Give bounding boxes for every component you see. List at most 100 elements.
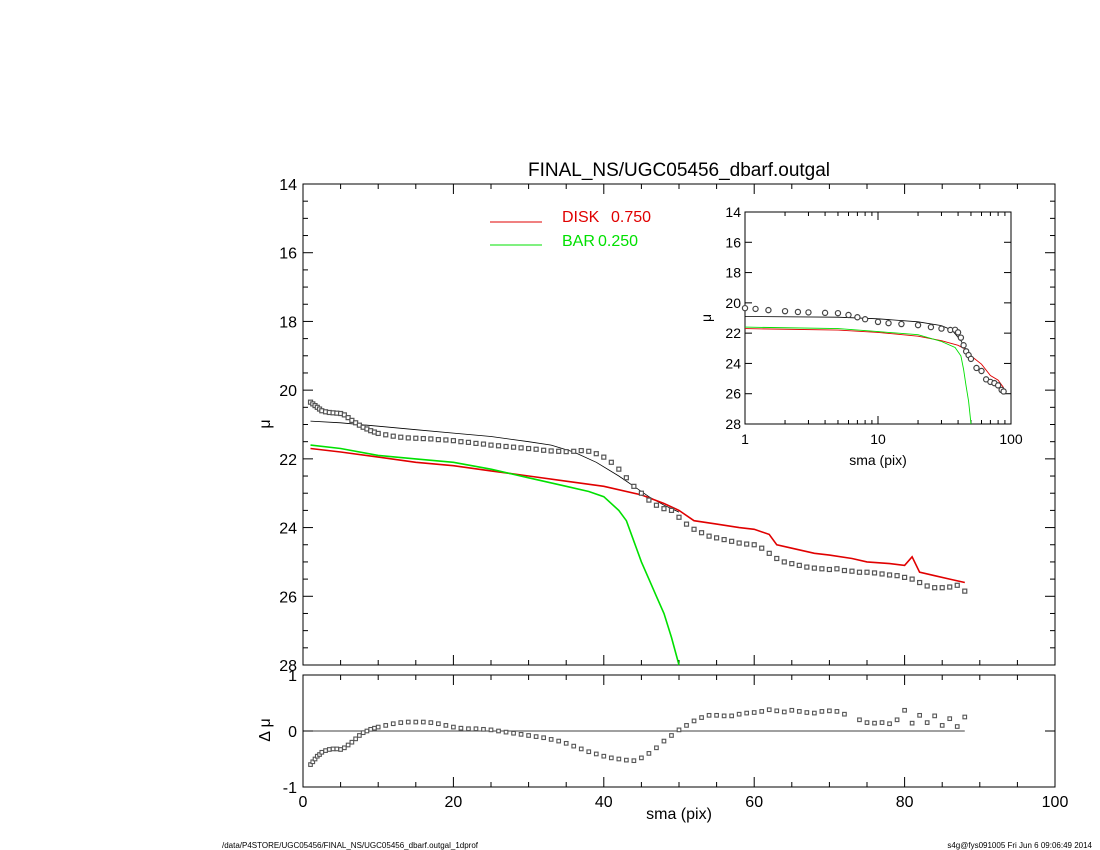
legend-disk-name: DISK xyxy=(562,209,600,226)
footer-file-path: /data/P4STORE/UGC05456/FINAL_NS/UGC05456… xyxy=(222,841,479,850)
residual-data-point xyxy=(834,709,840,714)
main-data-point xyxy=(781,559,787,565)
residual-data-point xyxy=(375,724,381,730)
residual-data-point xyxy=(939,723,945,728)
main-data-point xyxy=(503,443,509,450)
inset-data-point xyxy=(898,320,905,328)
residual-data-point xyxy=(729,713,734,719)
main-data-points xyxy=(307,399,968,594)
main-data-point xyxy=(435,437,441,443)
inset-data-point xyxy=(854,314,861,321)
main-data-point xyxy=(706,533,712,539)
residual-data-point xyxy=(360,730,366,736)
residual-data-point xyxy=(481,726,486,732)
residual-data-point xyxy=(954,724,960,729)
main-data-point xyxy=(458,439,464,445)
inset-data-point xyxy=(973,364,980,372)
inset-y-tick-label: 26 xyxy=(725,386,741,402)
residual-data-point xyxy=(398,720,404,725)
main-data-point xyxy=(646,497,652,503)
residual-data-point xyxy=(349,739,355,745)
x-axis-label: sma (pix) xyxy=(646,806,712,823)
main-y-tick-label: 18 xyxy=(279,314,297,331)
main-data-point xyxy=(390,433,396,439)
residual-data-point xyxy=(342,745,347,751)
legend-bar-value: 0.250 xyxy=(598,233,638,250)
main-data-point xyxy=(578,448,584,454)
main-data-point xyxy=(586,448,592,454)
residual-y-tick-label: 1 xyxy=(288,668,297,685)
main-data-point xyxy=(713,535,720,541)
residual-data-point xyxy=(451,724,456,730)
inset-data-point xyxy=(765,306,772,314)
inset-y-tick-label: 28 xyxy=(725,416,741,432)
main-data-point xyxy=(533,446,539,452)
residual-data-point xyxy=(420,719,426,725)
inset-data-point xyxy=(954,329,962,336)
residual-data-point xyxy=(872,720,877,726)
residual-data-point xyxy=(721,713,727,719)
inset-data-point xyxy=(752,305,759,313)
residual-data-point xyxy=(744,710,750,716)
main-data-point xyxy=(413,435,419,441)
residual-data-point xyxy=(864,720,870,725)
main-data-point xyxy=(623,475,629,481)
inset-y-tick-label: 14 xyxy=(725,204,741,220)
residual-data-point xyxy=(518,732,524,737)
residual-data-point xyxy=(714,712,719,718)
main-data-point xyxy=(465,439,472,445)
residual-y-axis-label: Δ μ xyxy=(257,718,274,741)
main-y-tick-label: 28 xyxy=(279,658,297,675)
residual-data-point xyxy=(894,717,900,723)
inset-data-point xyxy=(957,334,965,341)
inset-y-tick-label: 24 xyxy=(725,355,741,371)
main-data-point xyxy=(849,568,855,574)
inset-data-point xyxy=(927,323,935,331)
main-y-tick-label: 22 xyxy=(279,452,297,469)
main-data-point xyxy=(744,541,750,547)
residual-data-point xyxy=(751,710,757,715)
residual-data-point xyxy=(608,755,614,761)
main-data-point xyxy=(871,570,878,576)
residual-data-point xyxy=(646,751,652,756)
main-ticks: 14 16 18 20 22 24 26 28 xyxy=(279,177,1056,675)
residual-data-point xyxy=(488,727,494,733)
main-data-point xyxy=(683,521,690,527)
residual-data-point xyxy=(473,726,479,732)
inset-data-point xyxy=(874,318,882,326)
residual-data-point xyxy=(631,758,637,764)
residual-data-point xyxy=(796,709,802,714)
footer-timestamp: s4g@fys091005 Fri Jun 6 09:06:49 2014 xyxy=(947,841,1092,850)
residual-data-point xyxy=(364,728,370,734)
main-data-point xyxy=(383,432,389,438)
residual-data-point xyxy=(684,723,689,728)
main-data-point xyxy=(909,576,915,582)
residual-data-point xyxy=(334,746,340,752)
residual-data-point xyxy=(372,725,377,731)
residual-data-point xyxy=(842,711,847,717)
residual-data-point xyxy=(902,707,907,713)
residual-data-point xyxy=(428,720,434,725)
main-data-point xyxy=(450,438,456,444)
main-data-point xyxy=(638,490,645,496)
main-data-point xyxy=(939,585,945,591)
residual-y-tick-label: -1 xyxy=(283,780,297,797)
residual-data-points xyxy=(308,707,968,767)
main-data-point xyxy=(962,588,968,594)
x-tick-label: 60 xyxy=(745,794,763,811)
main-data-point xyxy=(698,530,705,536)
main-data-point xyxy=(345,415,351,421)
main-data-point xyxy=(571,448,577,454)
main-data-point xyxy=(488,442,494,448)
main-data-point xyxy=(398,434,404,440)
residual-data-point xyxy=(326,747,332,752)
residual-data-point xyxy=(774,708,780,714)
main-data-point xyxy=(593,451,599,457)
main-data-point xyxy=(563,449,569,455)
chart-title: FINAL_NS/UGC05456_dbarf.outgal xyxy=(528,160,830,181)
main-data-point xyxy=(405,435,411,441)
main-data-point xyxy=(495,443,502,449)
main-data-point xyxy=(601,454,607,460)
inset-data-point xyxy=(960,342,967,349)
residual-data-point xyxy=(443,723,449,728)
